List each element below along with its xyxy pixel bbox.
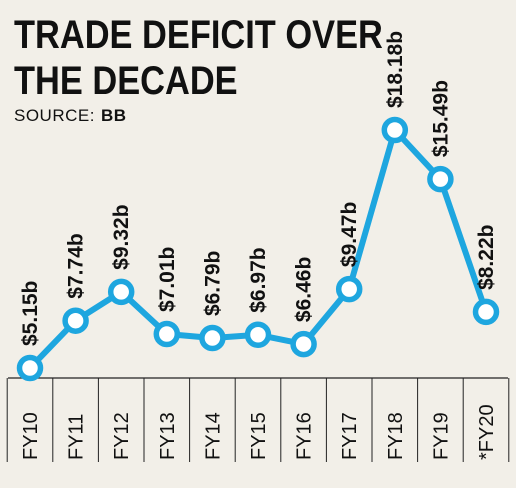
x-tick-label: FY17 — [339, 412, 361, 460]
data-label: $7.74b — [65, 233, 88, 298]
x-tick-label: *FY20 — [476, 404, 498, 460]
chart-title-line-2: THE DECADE — [14, 59, 238, 103]
data-label: $7.01b — [156, 247, 179, 312]
data-label: $6.97b — [247, 247, 270, 312]
x-tick-label: FY19 — [430, 412, 452, 460]
data-point — [381, 116, 409, 144]
data-label: $8.22b — [475, 225, 498, 290]
data-point — [153, 320, 181, 348]
data-label: $15.49b — [429, 80, 452, 157]
data-label: $5.15b — [19, 281, 42, 346]
x-tick-label: FY11 — [66, 414, 88, 460]
data-label: $6.46b — [293, 257, 316, 322]
data-point — [62, 307, 89, 334]
data-point — [427, 165, 454, 193]
chart-title-line-1: TRADE DEFICIT OVER — [14, 13, 383, 57]
data-point — [290, 330, 317, 358]
data-point — [335, 275, 363, 303]
source-label: SOURCE: — [14, 106, 95, 125]
x-tick-label: FY18 — [385, 412, 407, 460]
data-point — [472, 298, 500, 326]
data-point — [16, 354, 44, 382]
data-label: $9.32b — [110, 204, 133, 269]
x-tick-label: FY13 — [157, 412, 179, 460]
data-point — [244, 321, 272, 349]
data-point — [199, 324, 226, 352]
x-tick-label: FY12 — [111, 412, 133, 460]
x-tick-label: FY15 — [248, 412, 270, 460]
source-name: BB — [100, 106, 127, 125]
x-tick-label: FY14 — [202, 412, 224, 460]
data-point — [107, 278, 135, 306]
data-label: $6.79b — [201, 251, 224, 316]
chart-title: TRADE DEFICIT OVER THE DECADE — [14, 12, 383, 104]
source-line: SOURCE: BB — [14, 106, 127, 126]
data-label: $18.18b — [384, 31, 407, 108]
data-label: $9.47b — [338, 202, 361, 267]
x-tick-label: FY10 — [20, 412, 42, 460]
x-tick-label: FY16 — [294, 412, 316, 460]
